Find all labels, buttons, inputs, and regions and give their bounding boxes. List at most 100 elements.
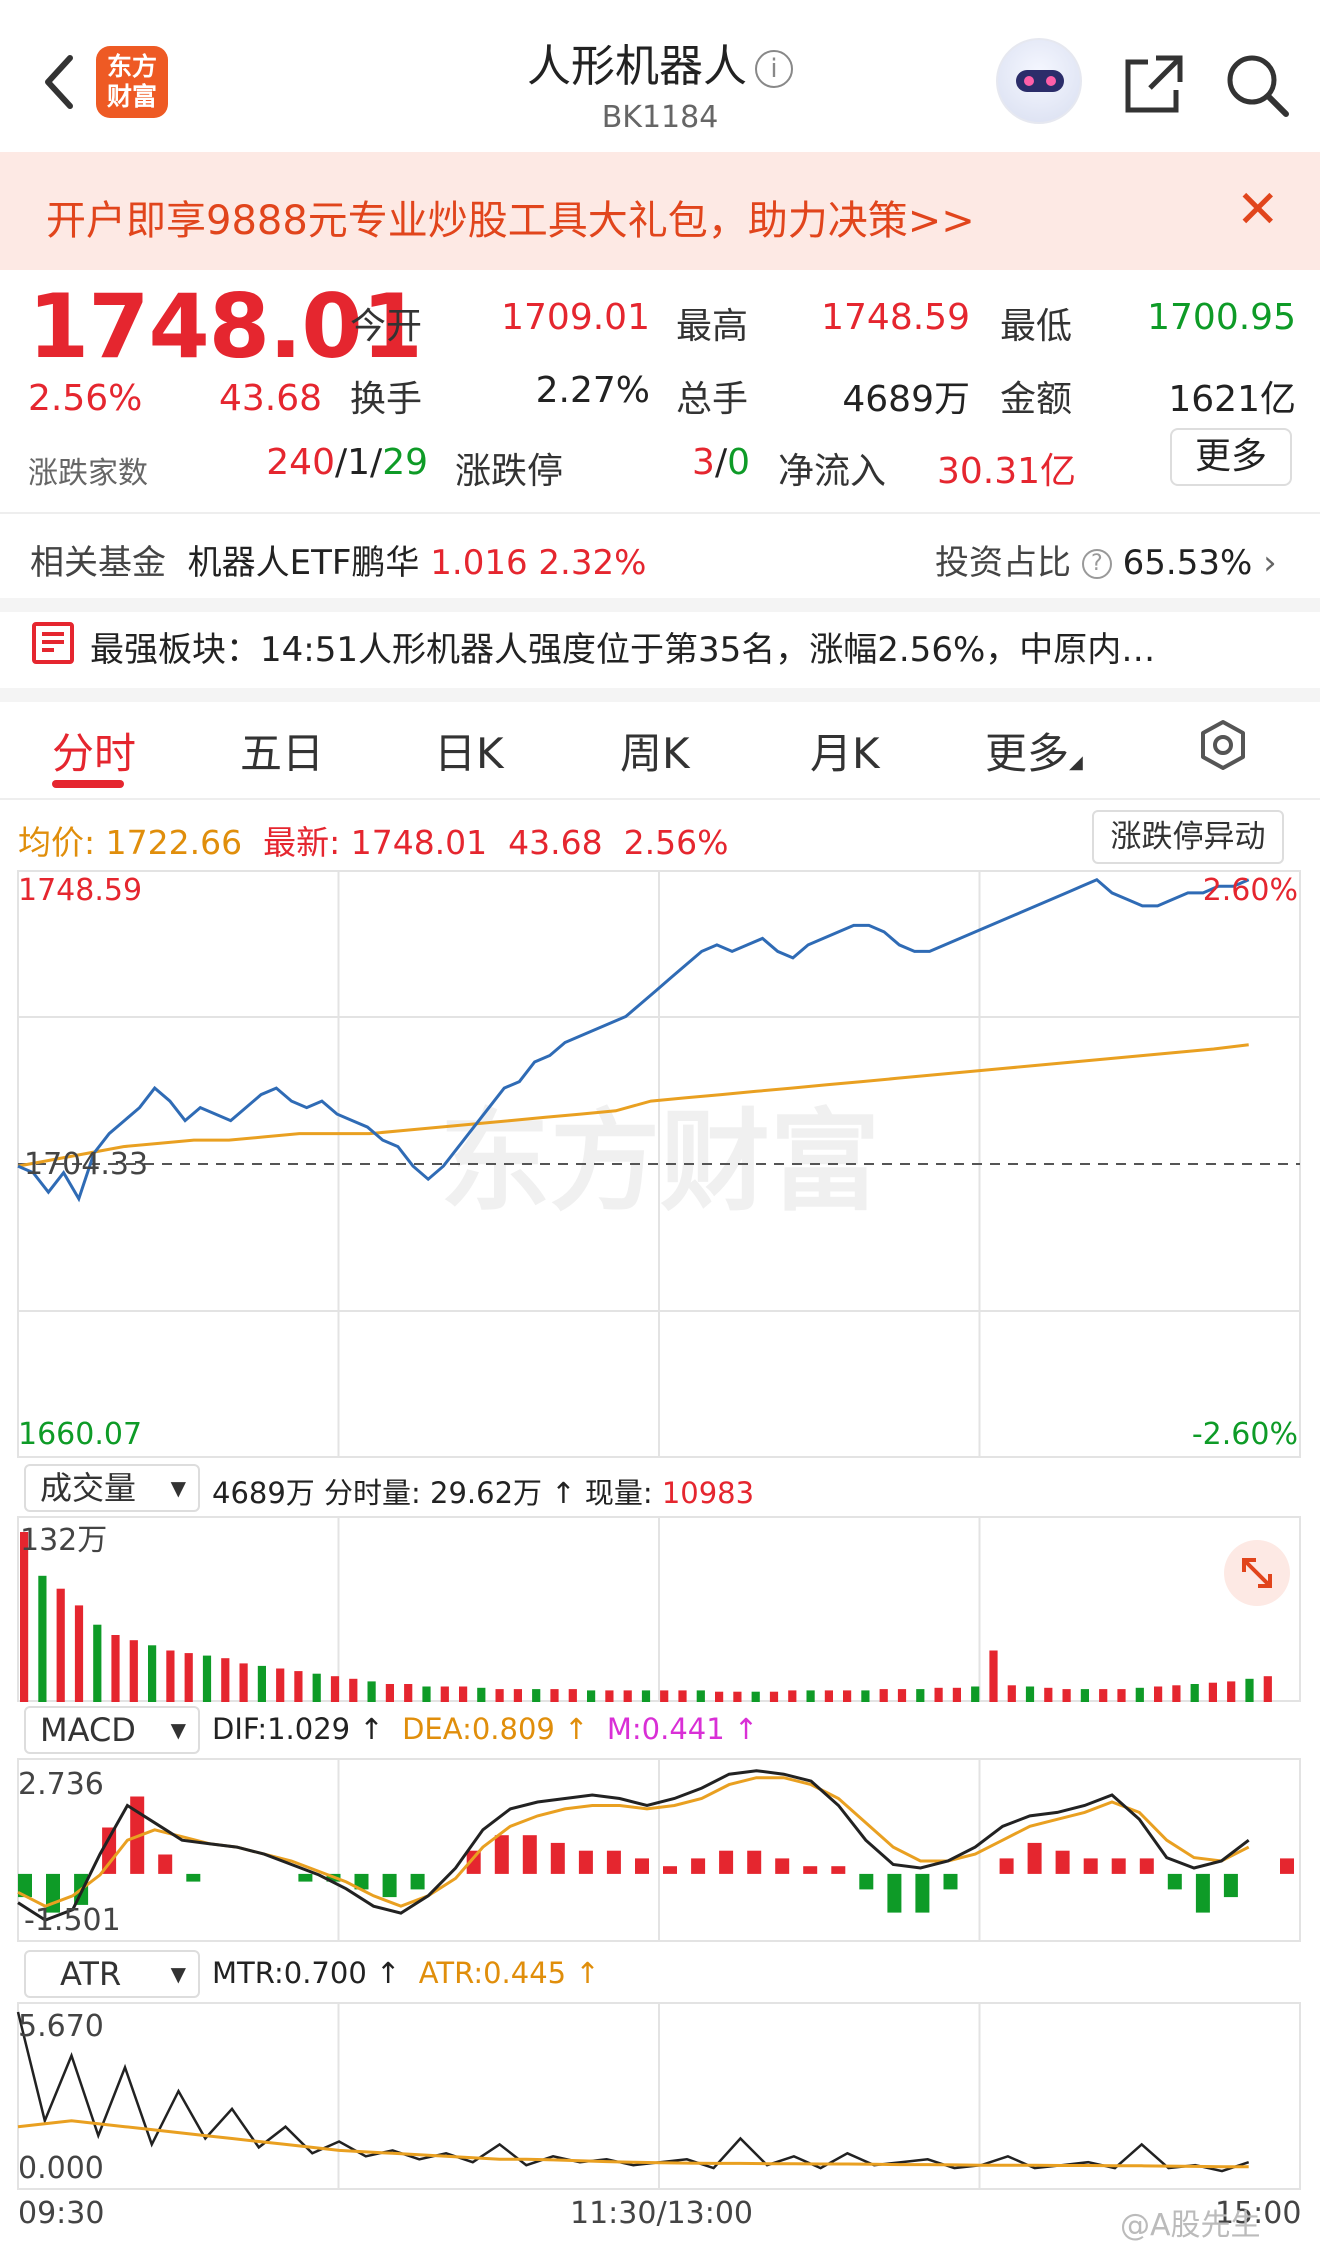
page-title: 人形机器人 i	[0, 30, 1320, 94]
limit-values: 3/0	[692, 442, 750, 483]
macd-histogram-bar	[550, 1842, 565, 1874]
volume-bar	[660, 1690, 669, 1702]
back-arrow-icon[interactable]	[40, 52, 80, 112]
intraday-price-chart[interactable]: 东方财富 1748.59 1704.33 1660.07 2.60% -2.60…	[0, 870, 1320, 1460]
dif-line	[17, 1769, 1250, 1922]
strongest-sector-news[interactable]: 最强板块：14:51人形机器人强度位于第35名，涨幅2.56%，中原内…	[90, 630, 1156, 670]
y-tick-pct-high: 2.60%	[1203, 873, 1298, 908]
volume-bar	[641, 1690, 651, 1702]
macd-histogram-bar	[1083, 1858, 1098, 1874]
volume-bar	[1007, 1685, 1016, 1702]
indicator-select-macd[interactable]: MACD ▼	[24, 1706, 200, 1754]
macd-histogram-bar	[999, 1858, 1014, 1874]
section-gap	[0, 598, 1320, 612]
macd-histogram-bar	[354, 1873, 369, 1890]
volume-y-tick: 132万	[20, 1523, 107, 1558]
y-tick-high: 1748.59	[18, 873, 142, 908]
volume-bar	[20, 1532, 29, 1702]
macd-histogram-bar	[1195, 1873, 1210, 1913]
macd-histogram-bar	[606, 1850, 621, 1874]
tab-intraday[interactable]: 分时	[52, 729, 137, 778]
tab-weekly-k[interactable]: 周K	[620, 729, 690, 778]
volume-bar	[349, 1678, 358, 1702]
volume-bar	[934, 1687, 943, 1702]
volume-bar	[532, 1689, 541, 1702]
share-icon[interactable]	[1122, 52, 1186, 116]
volume-bar	[568, 1689, 577, 1702]
amount-label: 金额	[1000, 379, 1073, 420]
macd-histogram-bar	[158, 1854, 173, 1874]
investment-ratio[interactable]: 投资占比 ? 65.53% ›	[935, 543, 1277, 583]
volume-bar	[1062, 1689, 1071, 1702]
watermark: 东方财富	[440, 1098, 880, 1226]
macd-histogram-bar	[522, 1835, 537, 1874]
tab-more[interactable]: 更多◢	[985, 729, 1083, 778]
macd-histogram-bar	[719, 1850, 734, 1874]
macd-histogram-bar	[1167, 1873, 1182, 1890]
volume-bar	[440, 1686, 449, 1702]
volume-bar	[385, 1684, 394, 1702]
volume-bar	[367, 1681, 376, 1702]
volume-bar	[806, 1690, 815, 1702]
divider	[0, 798, 1320, 800]
current-price: 1748.01	[28, 275, 423, 378]
macd-histogram-bar	[859, 1873, 874, 1890]
search-icon[interactable]	[1224, 52, 1290, 118]
macd-histogram-bar	[186, 1873, 201, 1882]
volume-bar	[678, 1690, 687, 1702]
volume-summary: 4689万 分时量: 29.62万 ↑ 现量: 10983	[212, 1476, 755, 1510]
tab-monthly-k[interactable]: 月K	[810, 729, 880, 778]
high-label: 最高	[676, 306, 749, 347]
promo-text[interactable]: 开户即享9888元专业炒股工具大礼包，助力决策>>	[46, 198, 975, 244]
expand-chart-icon[interactable]	[1224, 1540, 1290, 1606]
info-icon[interactable]: i	[755, 50, 793, 88]
turnover-label: 换手	[350, 379, 423, 420]
atr-line	[17, 2119, 1249, 2169]
volume-bar	[879, 1689, 888, 1702]
macd-histogram-bar	[747, 1850, 762, 1874]
corner-triangle-icon: ◢	[1069, 752, 1083, 773]
indicator-select-volume[interactable]: 成交量 ▼	[24, 1464, 200, 1512]
macd-histogram-bar	[1139, 1858, 1154, 1874]
tab-daily-k[interactable]: 日K	[434, 729, 504, 778]
volume-bar	[477, 1687, 486, 1702]
volume-bar	[971, 1686, 980, 1702]
macd-histogram-bar	[775, 1858, 790, 1874]
help-icon: ?	[1081, 549, 1112, 579]
promo-banner[interactable]: 开户即享9888元专业炒股工具大礼包，助力决策>> ✕	[0, 152, 1320, 270]
atr-y-tick-low: 0.000	[18, 2151, 104, 2186]
tab-five-day[interactable]: 五日	[240, 729, 325, 778]
macd-histogram-bar	[1111, 1858, 1126, 1874]
volume-bar	[166, 1650, 175, 1702]
volume-bar	[129, 1640, 138, 1702]
macd-histogram-bar	[831, 1866, 846, 1874]
macd-histogram-bar	[466, 1850, 481, 1874]
more-quote-button[interactable]: 更多	[1170, 428, 1292, 486]
indicator-select-atr[interactable]: ATR ▼	[24, 1950, 200, 1998]
volume-bar	[1208, 1682, 1217, 1702]
volume-bar	[769, 1691, 779, 1702]
x-tick-midday: 11:30/13:00	[570, 2196, 754, 2231]
related-fund-row[interactable]: 相关基金 机器人ETF鹏华 1.016 2.32%	[30, 543, 647, 583]
volume-bar	[989, 1650, 998, 1702]
eastmoney-logo: 东方 财富	[96, 46, 168, 118]
macd-histogram-bar	[410, 1873, 425, 1890]
macd-histogram-bar	[887, 1873, 902, 1913]
volume-bar	[74, 1605, 84, 1702]
limit-move-button[interactable]: 涨跌停异动	[1092, 810, 1284, 864]
macd-histogram-bar	[635, 1858, 649, 1874]
robot-assistant-avatar[interactable]	[996, 38, 1082, 124]
volume-bar	[605, 1690, 614, 1702]
volume-bar	[1227, 1681, 1236, 1702]
dropdown-triangle-icon: ▼	[170, 1476, 186, 1500]
divider	[0, 512, 1320, 514]
volume-bar	[1263, 1676, 1272, 1702]
volume-bar	[550, 1689, 559, 1702]
amount-value: 1621亿	[1168, 379, 1296, 420]
macd-histogram-bar	[382, 1873, 397, 1898]
low-label: 最低	[1000, 306, 1073, 347]
volume-bar	[733, 1691, 742, 1702]
volume-bar	[276, 1668, 285, 1702]
close-icon[interactable]: ✕	[1236, 180, 1280, 240]
settings-gear-icon[interactable]	[1196, 718, 1250, 772]
